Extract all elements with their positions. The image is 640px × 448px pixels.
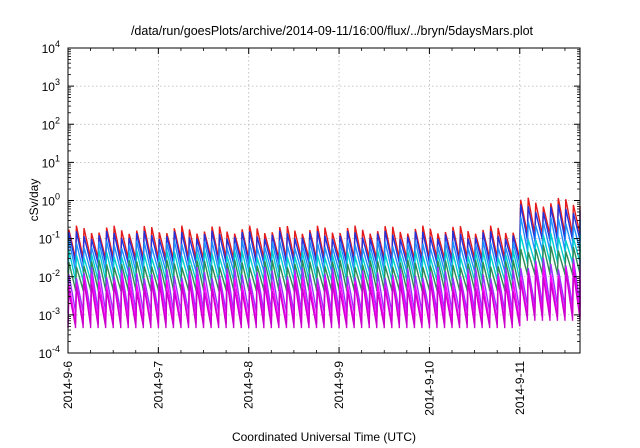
x-tick-label: 2014-9-9 [332,361,346,409]
series-line [67,270,581,329]
y-tick-label: 101 [42,153,60,170]
y-tick-label: 100 [42,192,60,209]
x-tick-label: 2014-9-6 [61,361,75,409]
chart-title: /data/run/goesPlots/archive/2014-09-11/1… [131,24,534,38]
y-tick-label: 104 [42,39,60,56]
series-line [67,233,581,282]
y-tick-label: 102 [42,115,60,132]
y-axis-label: cSv/day [27,179,41,222]
x-tick-label: 2014-9-8 [242,361,256,409]
x-tick-label: 2014-9-11 [513,361,527,415]
x-axis-label: Coordinated Universal Time (UTC) [232,430,416,444]
y-axis: 10-4 10-3 10-2 10-1 100 101 102 103 104 [39,39,580,361]
x-tick-label: 2014-9-7 [151,361,165,409]
series-line [67,204,581,265]
y-tick-label: 10-2 [39,268,60,285]
y-tick-label: 10-1 [39,230,60,247]
series-line [67,216,581,273]
y-tick-label: 10-4 [39,344,60,361]
x-axis: 2014-9-6 2014-9-7 2014-9-8 2014-9-9 2014-9-1… [61,48,566,416]
x-tick-label: 2014-9-10 [422,361,436,416]
y-tick-label: 103 [42,77,60,94]
y-tick-label: 10-3 [39,306,60,323]
series-group [67,197,581,329]
